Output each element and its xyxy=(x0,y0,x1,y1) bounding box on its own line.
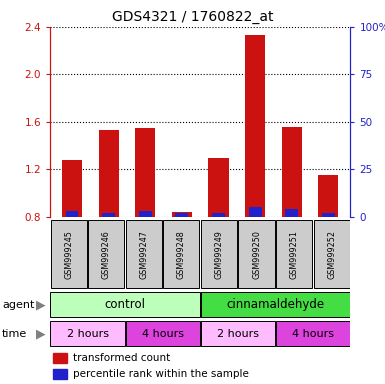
Text: 4 hours: 4 hours xyxy=(292,329,334,339)
Text: GDS4321 / 1760822_at: GDS4321 / 1760822_at xyxy=(112,10,273,23)
Text: GSM999248: GSM999248 xyxy=(177,230,186,279)
Bar xyxy=(322,213,335,217)
Text: GSM999252: GSM999252 xyxy=(327,230,336,279)
Bar xyxy=(99,130,119,217)
Bar xyxy=(212,213,225,217)
Bar xyxy=(102,213,115,217)
Bar xyxy=(201,220,237,288)
Bar xyxy=(50,293,200,317)
Text: 4 hours: 4 hours xyxy=(142,329,184,339)
Bar xyxy=(65,211,79,217)
Bar xyxy=(62,160,82,217)
Bar xyxy=(176,213,188,217)
Text: ▶: ▶ xyxy=(36,327,45,340)
Bar xyxy=(208,157,229,217)
Bar xyxy=(50,321,125,346)
Text: cinnamaldehyde: cinnamaldehyde xyxy=(226,298,324,311)
Text: control: control xyxy=(105,298,146,311)
Bar xyxy=(276,220,312,288)
Text: GSM999251: GSM999251 xyxy=(290,230,298,279)
Bar xyxy=(318,175,338,217)
Text: transformed count: transformed count xyxy=(72,353,170,363)
Bar xyxy=(285,209,298,217)
Text: agent: agent xyxy=(2,300,34,310)
Text: percentile rank within the sample: percentile rank within the sample xyxy=(72,369,248,379)
Bar xyxy=(276,321,350,346)
Text: GSM999250: GSM999250 xyxy=(252,230,261,279)
Bar xyxy=(238,220,275,288)
Bar xyxy=(172,212,192,217)
Bar xyxy=(51,220,87,288)
Bar xyxy=(88,220,124,288)
Bar xyxy=(245,35,265,217)
Text: GSM999246: GSM999246 xyxy=(102,230,111,279)
Bar xyxy=(53,369,67,379)
Bar xyxy=(282,127,302,217)
Bar xyxy=(53,353,67,363)
Bar xyxy=(249,207,261,217)
Bar xyxy=(126,321,200,346)
Text: ▶: ▶ xyxy=(36,298,45,311)
Text: GSM999249: GSM999249 xyxy=(214,230,223,279)
Bar xyxy=(163,220,199,288)
Bar xyxy=(126,220,162,288)
Text: time: time xyxy=(2,329,27,339)
Bar xyxy=(135,128,155,217)
Bar xyxy=(201,321,275,346)
Bar xyxy=(313,220,350,288)
Text: GSM999245: GSM999245 xyxy=(64,230,73,279)
Text: 2 hours: 2 hours xyxy=(67,329,109,339)
Bar xyxy=(201,293,350,317)
Bar xyxy=(139,211,152,217)
Text: GSM999247: GSM999247 xyxy=(139,230,148,279)
Text: 2 hours: 2 hours xyxy=(217,329,259,339)
